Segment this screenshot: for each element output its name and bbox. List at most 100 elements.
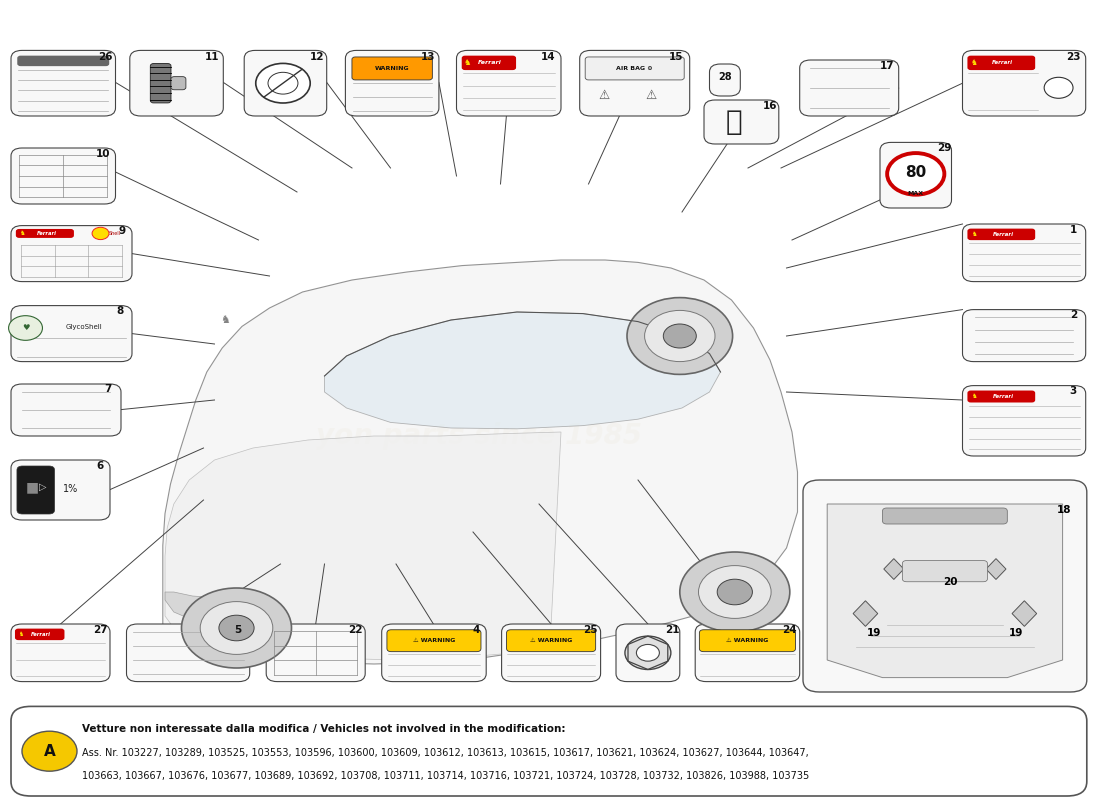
FancyBboxPatch shape (585, 57, 684, 80)
Text: ♞: ♞ (220, 315, 231, 325)
Text: 12: 12 (309, 52, 324, 62)
Text: ■: ■ (26, 480, 39, 494)
Text: 8: 8 (117, 306, 123, 316)
Text: 1: 1 (1070, 225, 1077, 234)
Polygon shape (163, 260, 797, 664)
Circle shape (22, 731, 77, 771)
Text: 23: 23 (1066, 52, 1080, 62)
FancyBboxPatch shape (266, 624, 365, 682)
FancyBboxPatch shape (244, 50, 327, 116)
Circle shape (219, 615, 254, 641)
Text: ♞: ♞ (464, 58, 471, 67)
FancyBboxPatch shape (11, 148, 116, 204)
Text: 16: 16 (762, 101, 777, 110)
Text: AIR BAG ⊙: AIR BAG ⊙ (616, 66, 653, 70)
Text: ⛽: ⛽ (726, 108, 742, 136)
Text: 27: 27 (92, 625, 108, 634)
FancyBboxPatch shape (967, 390, 1035, 402)
Text: 11: 11 (205, 52, 219, 62)
Text: A: A (44, 744, 55, 758)
Polygon shape (165, 592, 248, 628)
FancyBboxPatch shape (382, 624, 486, 682)
Text: ⚠ WARNING: ⚠ WARNING (412, 638, 455, 643)
FancyBboxPatch shape (456, 50, 561, 116)
FancyBboxPatch shape (11, 50, 116, 116)
Text: ⚠: ⚠ (598, 89, 609, 102)
Text: 29: 29 (937, 142, 952, 153)
FancyBboxPatch shape (882, 508, 1008, 524)
Text: Vetture non interessate dalla modifica / Vehicles not involved in the modificati: Vetture non interessate dalla modifica /… (82, 724, 566, 734)
FancyBboxPatch shape (15, 229, 74, 238)
Circle shape (698, 566, 771, 618)
Circle shape (255, 63, 310, 103)
Text: 26: 26 (98, 52, 112, 62)
Text: 21: 21 (664, 625, 680, 634)
FancyBboxPatch shape (962, 386, 1086, 456)
Circle shape (1044, 78, 1072, 98)
FancyBboxPatch shape (11, 624, 110, 682)
FancyBboxPatch shape (16, 466, 55, 514)
FancyBboxPatch shape (880, 142, 952, 208)
Text: GlycoShell: GlycoShell (65, 324, 102, 330)
FancyBboxPatch shape (18, 56, 109, 66)
Polygon shape (827, 504, 1063, 678)
Text: 3: 3 (1070, 386, 1077, 396)
Circle shape (645, 310, 715, 362)
Text: 14: 14 (541, 52, 556, 62)
Circle shape (625, 636, 671, 670)
Text: ♞: ♞ (971, 394, 977, 399)
FancyBboxPatch shape (506, 630, 596, 652)
Polygon shape (986, 558, 1006, 579)
FancyBboxPatch shape (580, 50, 690, 116)
FancyBboxPatch shape (387, 630, 481, 652)
Text: 18: 18 (1057, 505, 1071, 514)
Circle shape (637, 645, 659, 661)
Text: Ferrari: Ferrari (478, 60, 502, 66)
Text: 7: 7 (104, 384, 111, 394)
Polygon shape (324, 312, 720, 429)
Text: 80: 80 (905, 166, 926, 180)
Text: 19: 19 (867, 628, 881, 638)
FancyBboxPatch shape (15, 629, 65, 640)
Text: Ferrari: Ferrari (992, 232, 1014, 237)
Circle shape (627, 298, 733, 374)
Text: ♞: ♞ (971, 58, 978, 67)
Text: 17: 17 (880, 61, 894, 70)
FancyBboxPatch shape (11, 306, 132, 362)
FancyBboxPatch shape (800, 60, 899, 116)
FancyBboxPatch shape (902, 561, 988, 582)
Circle shape (92, 227, 109, 239)
Text: 28: 28 (718, 72, 732, 82)
FancyBboxPatch shape (710, 64, 740, 96)
Text: Ferrari: Ferrari (992, 394, 1014, 399)
FancyBboxPatch shape (962, 224, 1086, 282)
FancyBboxPatch shape (962, 310, 1086, 362)
Text: 24: 24 (782, 625, 796, 634)
Text: 2: 2 (1070, 310, 1077, 320)
Polygon shape (854, 601, 878, 626)
FancyBboxPatch shape (11, 384, 121, 436)
Text: 19: 19 (1009, 628, 1023, 638)
Circle shape (717, 579, 752, 605)
FancyBboxPatch shape (462, 56, 516, 70)
Text: ♞: ♞ (18, 632, 23, 637)
FancyBboxPatch shape (704, 100, 779, 144)
Polygon shape (883, 558, 904, 579)
FancyBboxPatch shape (352, 57, 432, 80)
FancyBboxPatch shape (695, 624, 800, 682)
FancyBboxPatch shape (700, 630, 795, 652)
FancyBboxPatch shape (170, 77, 186, 90)
Text: ♥: ♥ (22, 323, 30, 333)
FancyBboxPatch shape (967, 229, 1035, 240)
Text: 1%: 1% (63, 484, 78, 494)
FancyBboxPatch shape (345, 50, 439, 116)
Circle shape (182, 588, 292, 668)
Text: ⚠: ⚠ (646, 89, 657, 102)
Text: 15: 15 (669, 52, 684, 62)
Text: ♞: ♞ (20, 231, 25, 236)
FancyBboxPatch shape (126, 624, 250, 682)
Text: 4: 4 (472, 625, 480, 634)
Text: MAX: MAX (908, 191, 924, 196)
FancyBboxPatch shape (151, 63, 170, 103)
Text: 9: 9 (119, 226, 125, 236)
